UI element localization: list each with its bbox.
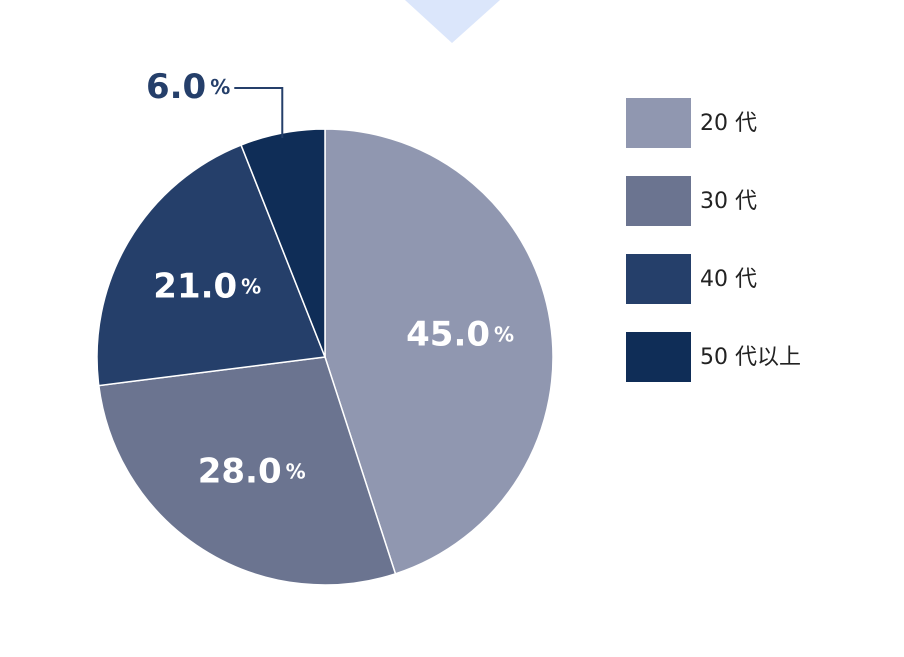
pie-slice bbox=[96, 144, 327, 387]
value-label: 6.0% bbox=[146, 67, 230, 107]
legend-label: 40 代 bbox=[700, 267, 757, 292]
legend-label: 30 代 bbox=[700, 189, 757, 214]
leader-line bbox=[234, 87, 284, 139]
pie-slice bbox=[97, 356, 397, 586]
legend-label: 20 代 bbox=[700, 111, 757, 136]
pie-slice bbox=[324, 128, 554, 575]
legend-swatch bbox=[626, 254, 691, 304]
legend-label: 50 代以上 bbox=[700, 345, 801, 370]
legend-swatch bbox=[626, 98, 691, 148]
value-label: 21.0% bbox=[153, 266, 261, 306]
decor-triangle bbox=[405, 0, 500, 43]
value-label: 45.0% bbox=[406, 314, 514, 354]
legend-swatch bbox=[626, 176, 691, 226]
legend-swatch bbox=[626, 332, 691, 382]
value-label: 28.0% bbox=[198, 451, 306, 491]
